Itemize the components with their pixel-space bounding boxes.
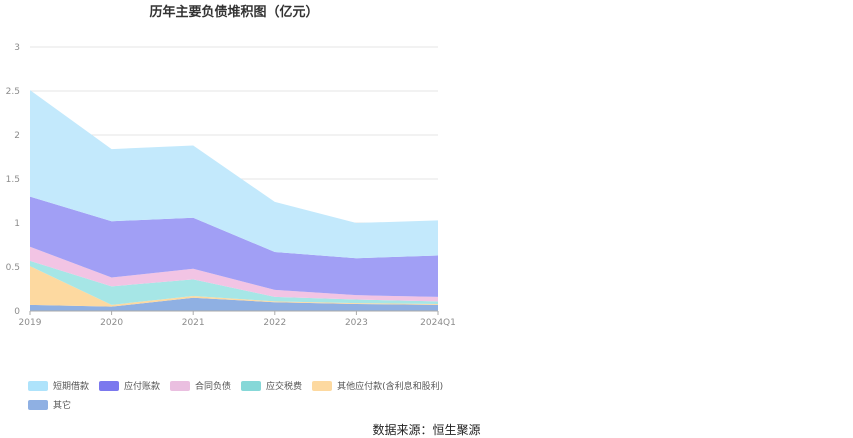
x-tick-label: 2021 xyxy=(182,318,205,328)
area-series xyxy=(30,260,438,305)
x-tick-label: 2019 xyxy=(19,318,42,328)
legend-label: 合同负债 xyxy=(195,382,232,392)
legend-swatch xyxy=(99,380,120,391)
x-tick-label: 2022 xyxy=(263,318,286,328)
legend-swatch xyxy=(170,380,191,391)
y-tick-label: 0 xyxy=(14,307,20,317)
area-series xyxy=(30,90,438,259)
y-tick-label: 2 xyxy=(14,131,20,141)
data-source-note: 数据来源：恒生聚源 xyxy=(372,423,481,437)
legend-label: 应交税费 xyxy=(266,382,303,392)
y-tick-label: 2.5 xyxy=(6,87,20,97)
legend-swatch xyxy=(28,380,48,391)
legend-label: 短期借款 xyxy=(53,382,90,392)
legend-item[interactable]: 短期借款 xyxy=(28,378,89,393)
legend-item[interactable]: 合同负债 xyxy=(170,378,231,393)
stacked-areas xyxy=(30,90,438,311)
legend-swatch xyxy=(28,399,48,410)
legend-label: 其他应付款(含利息和股利) xyxy=(337,382,444,392)
legend-item[interactable]: 其它 xyxy=(28,397,71,412)
axes: 0 0.5 1 1.5 2 2.5 3 2019 2020 2021 2022 2023 2024Q1 xyxy=(6,43,456,328)
y-tick-label: 0.5 xyxy=(6,263,20,273)
legend-swatch xyxy=(312,380,333,391)
legend-item[interactable]: 应交税费 xyxy=(241,378,302,393)
x-tick-label: 2024Q1 xyxy=(420,318,456,328)
area-series xyxy=(30,196,438,297)
legend-swatch xyxy=(241,380,262,391)
y-tick-label: 1 xyxy=(14,219,20,229)
x-tick-label: 2023 xyxy=(345,318,368,328)
legend-label: 其它 xyxy=(53,401,72,411)
area-series xyxy=(30,297,438,311)
area-series xyxy=(30,266,438,307)
chart-title: 历年主要负债堆积图（亿元） xyxy=(149,4,318,20)
legend-item[interactable]: 应付账款 xyxy=(99,378,160,393)
legend: 短期借款 应付账款 合同负债 应交税费 其他应付款(含利息和股利) 其它 xyxy=(28,378,468,412)
y-tick-label: 3 xyxy=(14,43,20,53)
legend-item[interactable]: 其他应付款(含利息和股利) xyxy=(312,378,443,393)
legend-label: 应付账款 xyxy=(124,382,161,392)
x-tick-label: 2020 xyxy=(100,318,123,328)
y-tick-label: 1.5 xyxy=(6,175,20,185)
